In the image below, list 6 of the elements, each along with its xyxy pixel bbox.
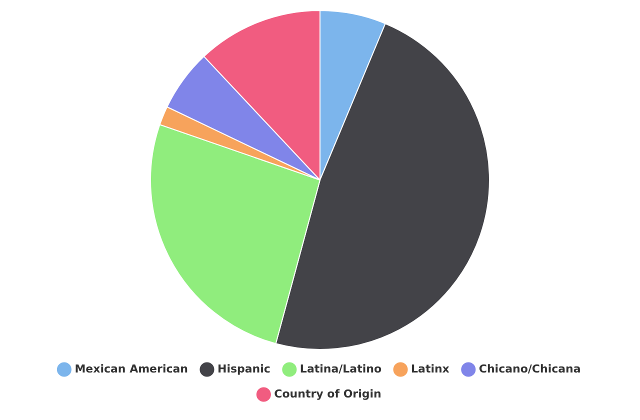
legend-label: Latina/Latino [300,362,382,376]
legend-label: Mexican American [74,362,188,376]
legend-label: Chicano/Chicana [478,362,581,376]
legend-label: Country of Origin [274,387,382,400]
legend-label: Hispanic [217,362,270,376]
legend-label: Latinx [411,362,450,376]
